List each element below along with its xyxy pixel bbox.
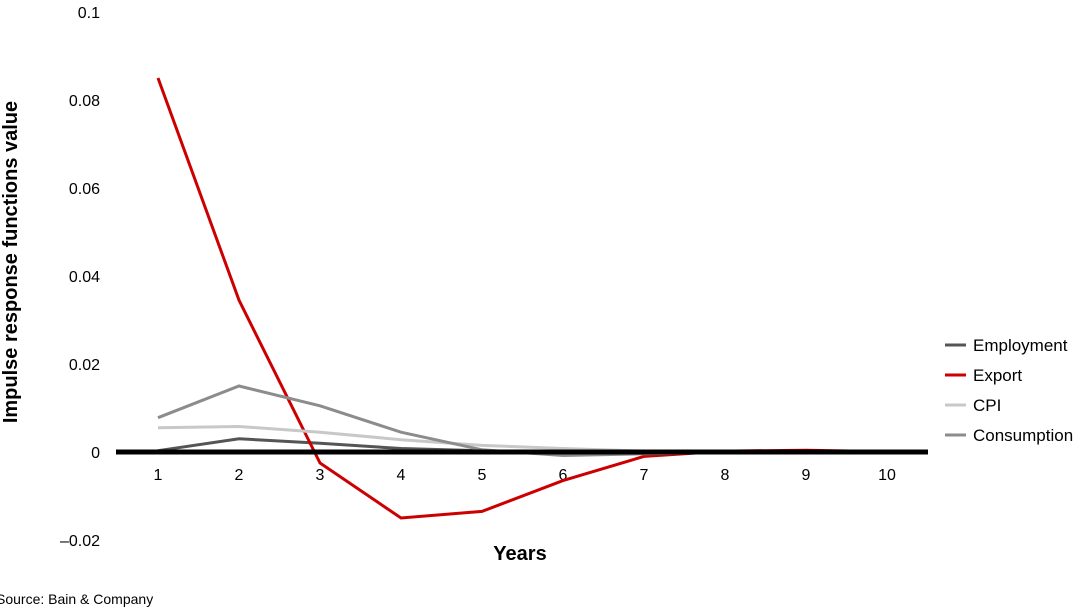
- y-tick-label: –0.02: [60, 533, 100, 550]
- legend: Employment Export CPI Consumption: [945, 336, 1073, 445]
- y-tick-label: 0.04: [69, 269, 100, 286]
- x-tick-label: 5: [478, 467, 487, 484]
- x-tick-label: 3: [316, 467, 325, 484]
- y-axis-label: Impulse response functions value: [0, 101, 22, 423]
- legend-item-cpi: CPI: [945, 396, 1001, 415]
- x-axis-ticks: 1 2 3 4 5 6 7 8 9 10: [154, 467, 896, 484]
- legend-item-employment: Employment: [945, 336, 1068, 355]
- y-tick-label: 0: [91, 445, 100, 462]
- x-tick-label: 4: [397, 467, 406, 484]
- legend-label: Export: [973, 366, 1022, 385]
- legend-label: Employment: [973, 336, 1068, 355]
- x-tick-label: 2: [235, 467, 244, 484]
- legend-item-consumption: Consumption: [945, 426, 1073, 445]
- x-tick-label: 8: [721, 467, 730, 484]
- y-tick-label: 0.08: [69, 93, 100, 110]
- source-note: Source: Bain & Company: [0, 591, 153, 607]
- x-tick-label: 9: [802, 467, 811, 484]
- y-tick-label: 0.02: [69, 357, 100, 374]
- x-tick-label: 10: [878, 467, 896, 484]
- y-tick-label: 0.1: [78, 5, 100, 22]
- y-tick-label: 0.06: [69, 181, 100, 198]
- y-axis-ticks: –0.02 0 0.02 0.04 0.06 0.08 0.1: [60, 5, 100, 550]
- x-axis-label: Years: [493, 543, 546, 565]
- x-tick-label: 6: [559, 467, 568, 484]
- x-tick-label: 1: [154, 467, 163, 484]
- x-tick-label: 7: [640, 467, 649, 484]
- series-line-consumption: [157, 384, 887, 458]
- legend-label: Consumption: [973, 426, 1073, 445]
- legend-label: CPI: [973, 396, 1001, 415]
- legend-item-export: Export: [945, 366, 1022, 385]
